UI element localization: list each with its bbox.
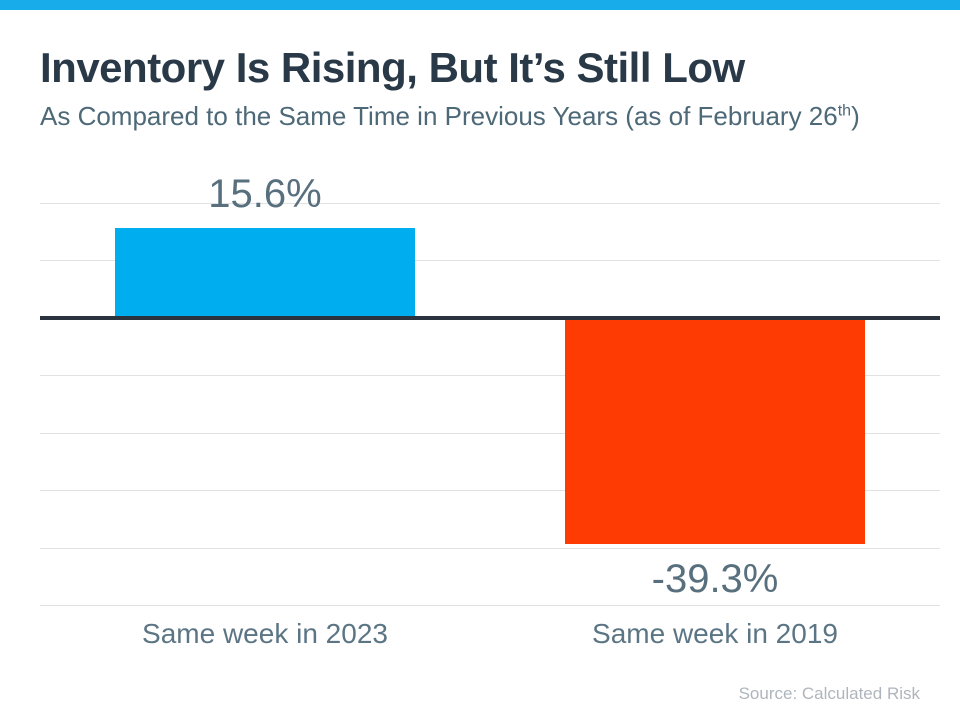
gridline (40, 260, 940, 262)
gridline (40, 432, 940, 434)
chart-title: Inventory Is Rising, But It’s Still Low (40, 44, 745, 91)
top-accent-bar (0, 0, 960, 10)
bar-2023 (115, 228, 415, 316)
value-label-2023: 15.6% (208, 172, 322, 217)
chart-subtitle: As Compared to the Same Time in Previous… (40, 101, 940, 132)
subtitle-suffix: ) (851, 101, 860, 131)
category-label-2019: Same week in 2019 (592, 618, 838, 649)
gridline (40, 605, 940, 606)
zero-axis-line (40, 315, 940, 320)
source-attribution: Source: Calculated Risk (738, 684, 920, 703)
bar-2019 (565, 319, 865, 544)
gridline (40, 490, 940, 492)
value-label-2019: -39.3% (651, 556, 779, 601)
subtitle-superscript: th (837, 102, 852, 120)
gridline (40, 203, 940, 204)
gridline (40, 547, 940, 549)
gridline (40, 375, 940, 377)
category-label-2023: Same week in 2023 (142, 618, 388, 649)
subtitle-text: As Compared to the Same Time in Previous… (40, 101, 838, 131)
